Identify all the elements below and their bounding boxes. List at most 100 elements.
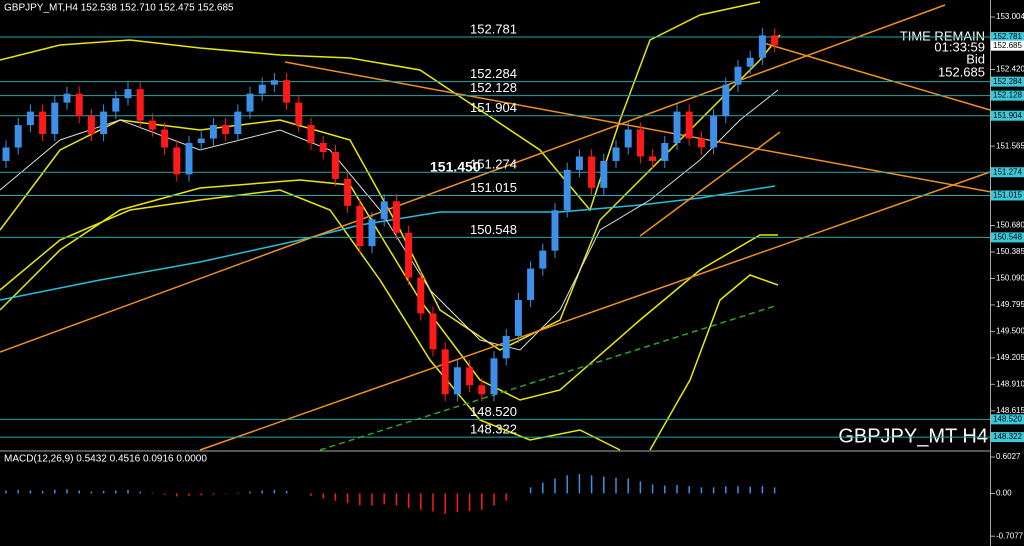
candle-body [307,125,315,144]
candle-body [319,143,327,152]
candle-body [758,35,766,58]
y-tick-label: 150.090 [996,274,1024,283]
level-box [991,190,1024,201]
level-box [991,232,1024,243]
bid-box-label: 152.685 [993,41,1022,50]
moving-average-fast [0,89,779,351]
candle-body [563,169,571,211]
moving-average [0,185,776,301]
level-label: 148.520 [470,404,517,419]
candle-body [234,111,242,135]
candle-body [209,125,217,139]
candle-body [356,205,364,247]
trend-line [284,61,1024,199]
candle-body [514,300,522,336]
candle-body [148,120,156,130]
level-box-label: 152.284 [993,77,1022,86]
candle-body [368,219,376,247]
candle-body [26,111,34,126]
level-box-label: 151.015 [993,191,1022,200]
candle-body [185,143,193,175]
level-box [991,32,1024,43]
candle-body [478,385,486,395]
candle-body [295,102,303,126]
level-box-label: 150.548 [993,232,1022,241]
level-box [991,432,1024,443]
candle-body [392,201,400,233]
candle-body [283,80,291,103]
candle-body [441,349,449,395]
candle-body [405,232,413,278]
candle-body [771,35,779,46]
y-tick-label: 150.680 [996,221,1024,230]
candle-body [624,129,632,148]
time-remain-label: TIME REMAIN [900,28,985,43]
candle-body [344,178,352,206]
level-label: 151.015 [470,180,517,195]
candle-body [51,102,59,135]
bollinger-outer-right [649,274,779,451]
candle-body [87,116,95,135]
candle-body [173,147,181,175]
candle-body [222,125,230,135]
level-box-label: 152.781 [993,32,1022,41]
candle-body [331,151,339,179]
level-box [991,167,1024,178]
candle-body [39,111,47,135]
candle-body [258,84,266,94]
level-box-label: 152.128 [993,91,1022,100]
level-box-label: 148.322 [993,432,1022,441]
y-tick-label: 0.00 [996,489,1012,498]
bollinger-lower [0,189,621,451]
time-remain: 01:33:59 [934,39,985,54]
candle-body [380,201,388,220]
y-tick-label: 149.205 [996,353,1024,362]
level-label: 151.274 [470,157,517,172]
trend-line [199,171,991,451]
candle-body [710,116,718,148]
candle-body [734,66,742,85]
y-tick-label: 149.500 [996,327,1024,336]
candle-body [197,138,205,144]
trend-line [0,4,946,353]
bollinger-upper [0,1,761,212]
candle-body [636,129,644,157]
candle-body [124,89,132,99]
candle-body [575,156,583,170]
candle-body [600,160,608,188]
bid-label: Bid [966,51,985,66]
level-box-label: 148.520 [993,414,1022,423]
candle-body [612,147,620,161]
bollinger-inner-2 [0,179,778,401]
trend-line [639,131,781,237]
y-tick-label: 149.795 [996,300,1024,309]
candle-body [466,367,474,386]
candle-body [429,313,437,350]
level-label: 152.128 [470,80,517,95]
candle-body [136,89,144,121]
level-label: 152.781 [470,21,517,36]
candle-body [75,93,83,117]
level-label: 152.284 [470,66,517,81]
candle-body [490,358,498,395]
level-box [991,110,1024,121]
y-tick-label: 152.420 [996,65,1024,74]
y-tick-label: 0.6027 [996,452,1021,461]
chart-title: GBPJPY_MT,H4 152.538 152.710 152.475 152… [4,3,234,14]
candle-body [453,367,461,395]
y-tick-label: 153.004 [996,12,1024,21]
candle-body [539,250,547,269]
candle-body [673,111,681,144]
candle-body [722,84,730,117]
macd-title: MACD(12,26,9) 0.5432 0.4516 0.0916 0.000… [4,454,207,465]
candle-body [417,277,425,314]
y-tick-label: 151.565 [996,141,1024,150]
candle-body [270,80,278,85]
candle-body [161,129,169,148]
candle-body [697,138,705,148]
annotation: 151.450 [430,159,481,175]
candle-body [588,156,596,188]
trend-line [759,41,991,111]
candle-body [14,125,22,148]
bollinger-inner [0,34,781,351]
